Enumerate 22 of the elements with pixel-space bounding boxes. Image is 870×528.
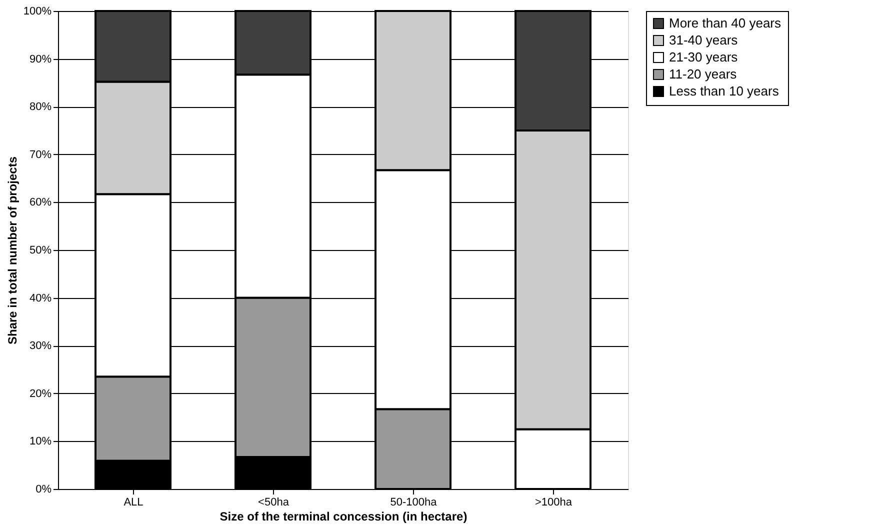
legend-label: Less than 10 years bbox=[669, 84, 780, 98]
x-tick-label: >100ha bbox=[534, 496, 573, 508]
x-axis-title: Size of the terminal concession (in hectare) bbox=[220, 510, 468, 524]
x-tick-label: <50ha bbox=[258, 496, 290, 508]
y-tick-label: 70% bbox=[29, 148, 52, 161]
y-tick-label: 50% bbox=[29, 244, 52, 256]
y-tick-label: 60% bbox=[29, 196, 52, 209]
legend-label: 21-30 years bbox=[669, 50, 738, 64]
legend-label: 11-20 years bbox=[669, 66, 738, 82]
x-tick-label: 50-100ha bbox=[390, 496, 438, 508]
y-tick-label: 30% bbox=[29, 340, 52, 352]
y-tick-label: 10% bbox=[29, 436, 52, 448]
y-tick-label: 80% bbox=[29, 101, 52, 114]
y-tick-label: 100% bbox=[23, 6, 52, 18]
y-tick-label: 90% bbox=[29, 53, 52, 66]
x-tick-label: ALL bbox=[124, 496, 144, 508]
y-tick-label: 20% bbox=[29, 388, 52, 400]
y-axis-title: Share in total number of projects bbox=[5, 156, 20, 345]
y-tick-label: 0% bbox=[36, 484, 52, 496]
legend-label: More than 40 years bbox=[669, 16, 782, 30]
legend-label: 31-40 years bbox=[669, 32, 738, 48]
y-tick-label: 40% bbox=[29, 292, 52, 304]
